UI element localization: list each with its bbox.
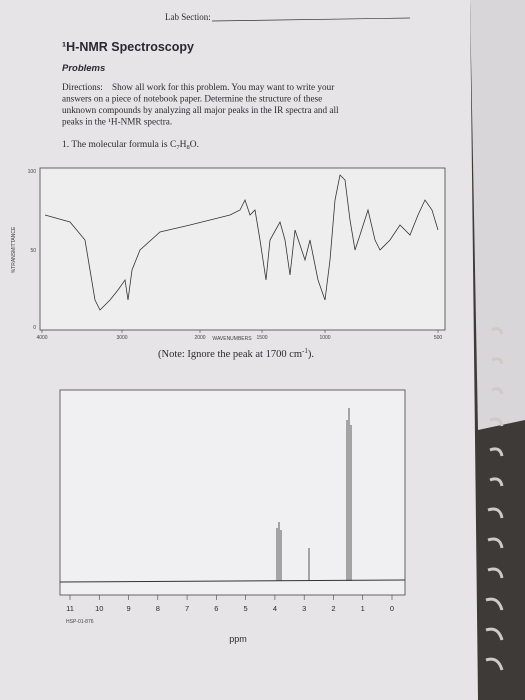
formula-part: C: [170, 140, 176, 150]
nmr-x-tick-label: 4: [273, 604, 277, 613]
formula-part: H: [180, 140, 187, 150]
note: (Note: Ignore the peak at 1700 cm-1).: [158, 347, 314, 360]
problem: 1. The molecular formula is C7H8O.: [62, 139, 199, 151]
note-end: ).: [308, 349, 314, 360]
next-page: [470, 0, 525, 430]
title: ¹H-NMR Spectroscopy: [62, 40, 194, 54]
nmr-x-tick-label: 0: [390, 604, 394, 613]
nmr-x-tick-label: 9: [126, 604, 130, 613]
lab-section-line: [211, 17, 411, 22]
ir-trace: [44, 174, 439, 311]
binder-rings: [485, 327, 504, 671]
formula: C7H8O.: [170, 140, 199, 151]
problem-text: 1. The molecular formula is: [62, 139, 168, 150]
ir-x-tick-label: 2000: [194, 335, 205, 341]
ir-x-tick-label: 3000: [116, 335, 127, 341]
lab-section: Lab Section:: [165, 12, 211, 22]
nmr-baseline: [59, 579, 406, 583]
ir-y-tick-label: 0: [33, 325, 36, 331]
nmr-x-tick-label: 2: [331, 604, 335, 613]
nmr-x-tick-label: 5: [244, 604, 248, 613]
ir-x-tick-label: 1500: [256, 335, 267, 341]
nmr-code: HSP-01-876: [66, 619, 94, 625]
subtitle: Problems: [62, 63, 105, 74]
nmr-peaks: [276, 408, 352, 581]
ir-x-tick-label: 4000: [36, 335, 47, 341]
nmr-x-tick-label: 3: [302, 604, 306, 613]
nmr-x-tick-label: 8: [156, 604, 160, 613]
directions-line: peaks in the ¹H-NMR spectra.: [62, 117, 172, 127]
ir-y-label: %TRANSMITTANCE: [11, 226, 17, 273]
nmr-x-tick-label: 11: [66, 604, 74, 613]
directions-line: answers on a piece of notebook paper. De…: [62, 94, 322, 104]
ir-y-tick-label: 50: [30, 248, 36, 254]
directions-label: Directions:: [62, 82, 103, 92]
note-text: (Note: Ignore the peak at 1700 cm: [158, 349, 302, 360]
ir-frame: [39, 167, 446, 331]
ir-x-tick-label: 1000: [319, 335, 330, 341]
formula-sub: 7: [176, 144, 180, 151]
nmr-x-tick-label: 10: [95, 604, 103, 613]
directions-line: unknown compounds by analyzing all major…: [62, 105, 339, 115]
ir-x-label: WAVENUMBERS: [212, 336, 252, 342]
directions: Directions: Show all work for this probl…: [62, 82, 339, 127]
nmr-frame: [59, 389, 406, 596]
nmr-x-tick-label: 1: [361, 604, 365, 613]
nmr-x-label: ppm: [229, 634, 247, 644]
directions-line: Show all work for this problem. You may …: [112, 82, 334, 92]
ir-x-tick-label: 500: [434, 335, 443, 341]
ir-y-tick-label: 100: [28, 169, 37, 175]
nmr-x-tick-label: 7: [185, 604, 189, 613]
formula-part: .: [197, 140, 199, 150]
formula-sub: 8: [186, 144, 189, 151]
nmr-x-tick-label: 6: [214, 604, 218, 613]
formula-part: O: [190, 140, 197, 150]
nmr-axis: 11 10 9 8 7 6 5 4 3 2 1 0: [66, 595, 394, 613]
note-sup: -1: [302, 347, 308, 355]
